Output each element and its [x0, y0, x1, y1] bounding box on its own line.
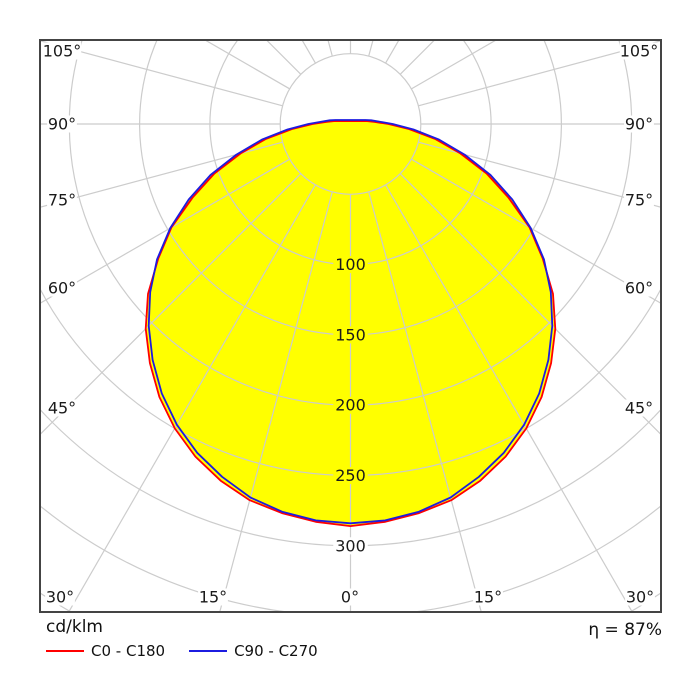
legend-label-c90-c270: C90 - C270: [234, 642, 318, 660]
curve-c0-c180: [144, 120, 557, 527]
angle-label: 105°: [43, 42, 82, 61]
grid-spoke: [399, 173, 661, 436]
radial-tick-label: 200: [335, 396, 366, 415]
angle-label: 45°: [48, 399, 76, 418]
legend: cd/klm C0 - C180 C90 - C270: [46, 618, 342, 660]
angle-label-bg: [45, 588, 75, 606]
angle-label: 15°: [474, 588, 502, 607]
legend-row: C0 - C180 C90 - C270: [46, 642, 342, 660]
curve-c90-c270: [147, 119, 554, 525]
angle-label: 45°: [625, 399, 653, 418]
angle-label-bg: [47, 399, 77, 417]
grid-spoke: [368, 40, 374, 57]
angle-label: 0°: [341, 588, 359, 607]
legend-swatch-c90-c270: [189, 650, 228, 652]
efficiency-value: η = 87%: [588, 620, 662, 640]
angle-label: 75°: [48, 191, 76, 210]
angle-label-bg: [47, 279, 77, 297]
radial-tick-bg: [333, 537, 368, 555]
angle-label: 60°: [625, 279, 653, 298]
angle-label: 75°: [625, 191, 653, 210]
angle-label-bg: [625, 588, 655, 606]
angle-label: 60°: [48, 279, 76, 298]
angle-label: 105°: [620, 42, 659, 61]
radial-tick-bg: [333, 396, 368, 414]
angle-label-bg: [624, 399, 654, 417]
angle-label-bg: [198, 588, 228, 606]
grid-spoke: [418, 40, 661, 107]
radial-tick-bg: [333, 467, 368, 484]
grid-spoke: [40, 40, 283, 107]
angle-label-bg: [624, 279, 654, 297]
grid-spoke: [40, 173, 302, 436]
radial-tick-label: 300: [335, 536, 366, 555]
radial-tick-label: 250: [335, 466, 366, 485]
angle-label: 90°: [48, 115, 76, 134]
angle-label-bg: [473, 588, 503, 606]
grid-spoke: [385, 184, 633, 612]
plot-frame: [39, 39, 662, 613]
radial-tick-label: 150: [335, 325, 366, 344]
legend-swatch-c0-c180: [46, 650, 84, 652]
angle-label-bg: [47, 115, 77, 133]
angle-label-bg: [624, 115, 654, 133]
angle-label: 30°: [626, 588, 654, 607]
grid-spoke: [40, 141, 283, 208]
angle-label: 15°: [199, 588, 227, 607]
grid-spoke: [68, 184, 316, 612]
radial-tick-label: 100: [335, 255, 366, 274]
angle-label-bg: [47, 191, 77, 209]
radial-tick-bg: [333, 256, 368, 274]
grid-spoke: [327, 40, 333, 57]
angle-label-bg: [339, 588, 361, 606]
grid-spoke: [418, 141, 661, 208]
angle-label-bg: [624, 191, 654, 209]
angle-label: 90°: [625, 115, 653, 134]
angle-label-bg: [42, 42, 82, 60]
grid-spoke: [265, 40, 302, 75]
grid-spoke: [399, 40, 436, 75]
angle-label: 30°: [46, 588, 74, 607]
angle-label-bg: [619, 42, 659, 60]
radial-tick-bg: [333, 326, 368, 344]
legend-unit-label: cd/klm: [46, 617, 103, 637]
legend-label-c0-c180: C0 - C180: [91, 642, 166, 660]
